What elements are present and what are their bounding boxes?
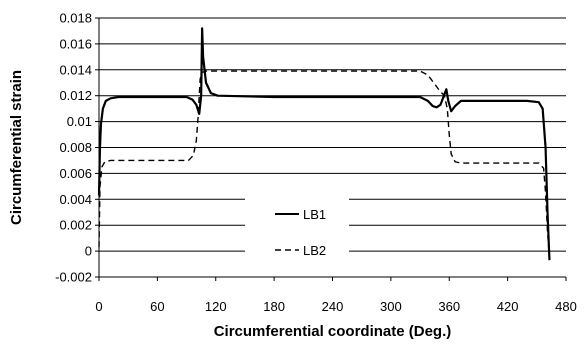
y-tick-label-3: 0.004 (59, 192, 92, 207)
y-tick-label-8: 0.014 (59, 62, 92, 77)
series-line-lb2 (98, 70, 551, 258)
series-line-lb1 (97, 27, 551, 261)
x-tick-label-6: 360 (438, 299, 460, 314)
series-lines (97, 27, 551, 261)
x-tick-label-1: 60 (150, 299, 164, 314)
x-tick-label-8: 480 (555, 299, 577, 314)
y-tick-label-10: 0.018 (59, 11, 92, 26)
x-tick-label-4: 240 (322, 299, 344, 314)
x-tick-label-2: 120 (205, 299, 227, 314)
x-axis-title: Circumferential coordinate (Deg.) (214, 323, 452, 340)
x-tick-label-7: 420 (497, 299, 519, 314)
legend: LB1 LB2 (245, 196, 349, 268)
y-tick-label-1: 0 (85, 244, 92, 259)
x-tick-label-0: 0 (95, 299, 102, 314)
y-tick-label-0: -0.002 (55, 270, 92, 285)
y-tick-label-4: 0.006 (59, 166, 92, 181)
gridlines (99, 17, 566, 278)
y-tick-label-5: 0.008 (59, 140, 92, 155)
x-tick-label-3: 180 (263, 299, 285, 314)
y-tick-label-7: 0.012 (59, 88, 92, 103)
y-tick-label-9: 0.016 (59, 36, 92, 51)
legend-label-lb2: LB2 (303, 243, 326, 258)
x-tick-label-5: 300 (380, 299, 402, 314)
legend-box (245, 196, 349, 268)
y-tick-label-2: 0.002 (59, 218, 92, 233)
y-tick-label-6: 0.01 (67, 114, 92, 129)
tick-labels: -0.00200.0020.0040.0060.0080.010.0120.01… (55, 11, 577, 315)
legend-label-lb1: LB1 (303, 207, 326, 222)
y-axis-title: Circumferential strain (8, 70, 25, 225)
